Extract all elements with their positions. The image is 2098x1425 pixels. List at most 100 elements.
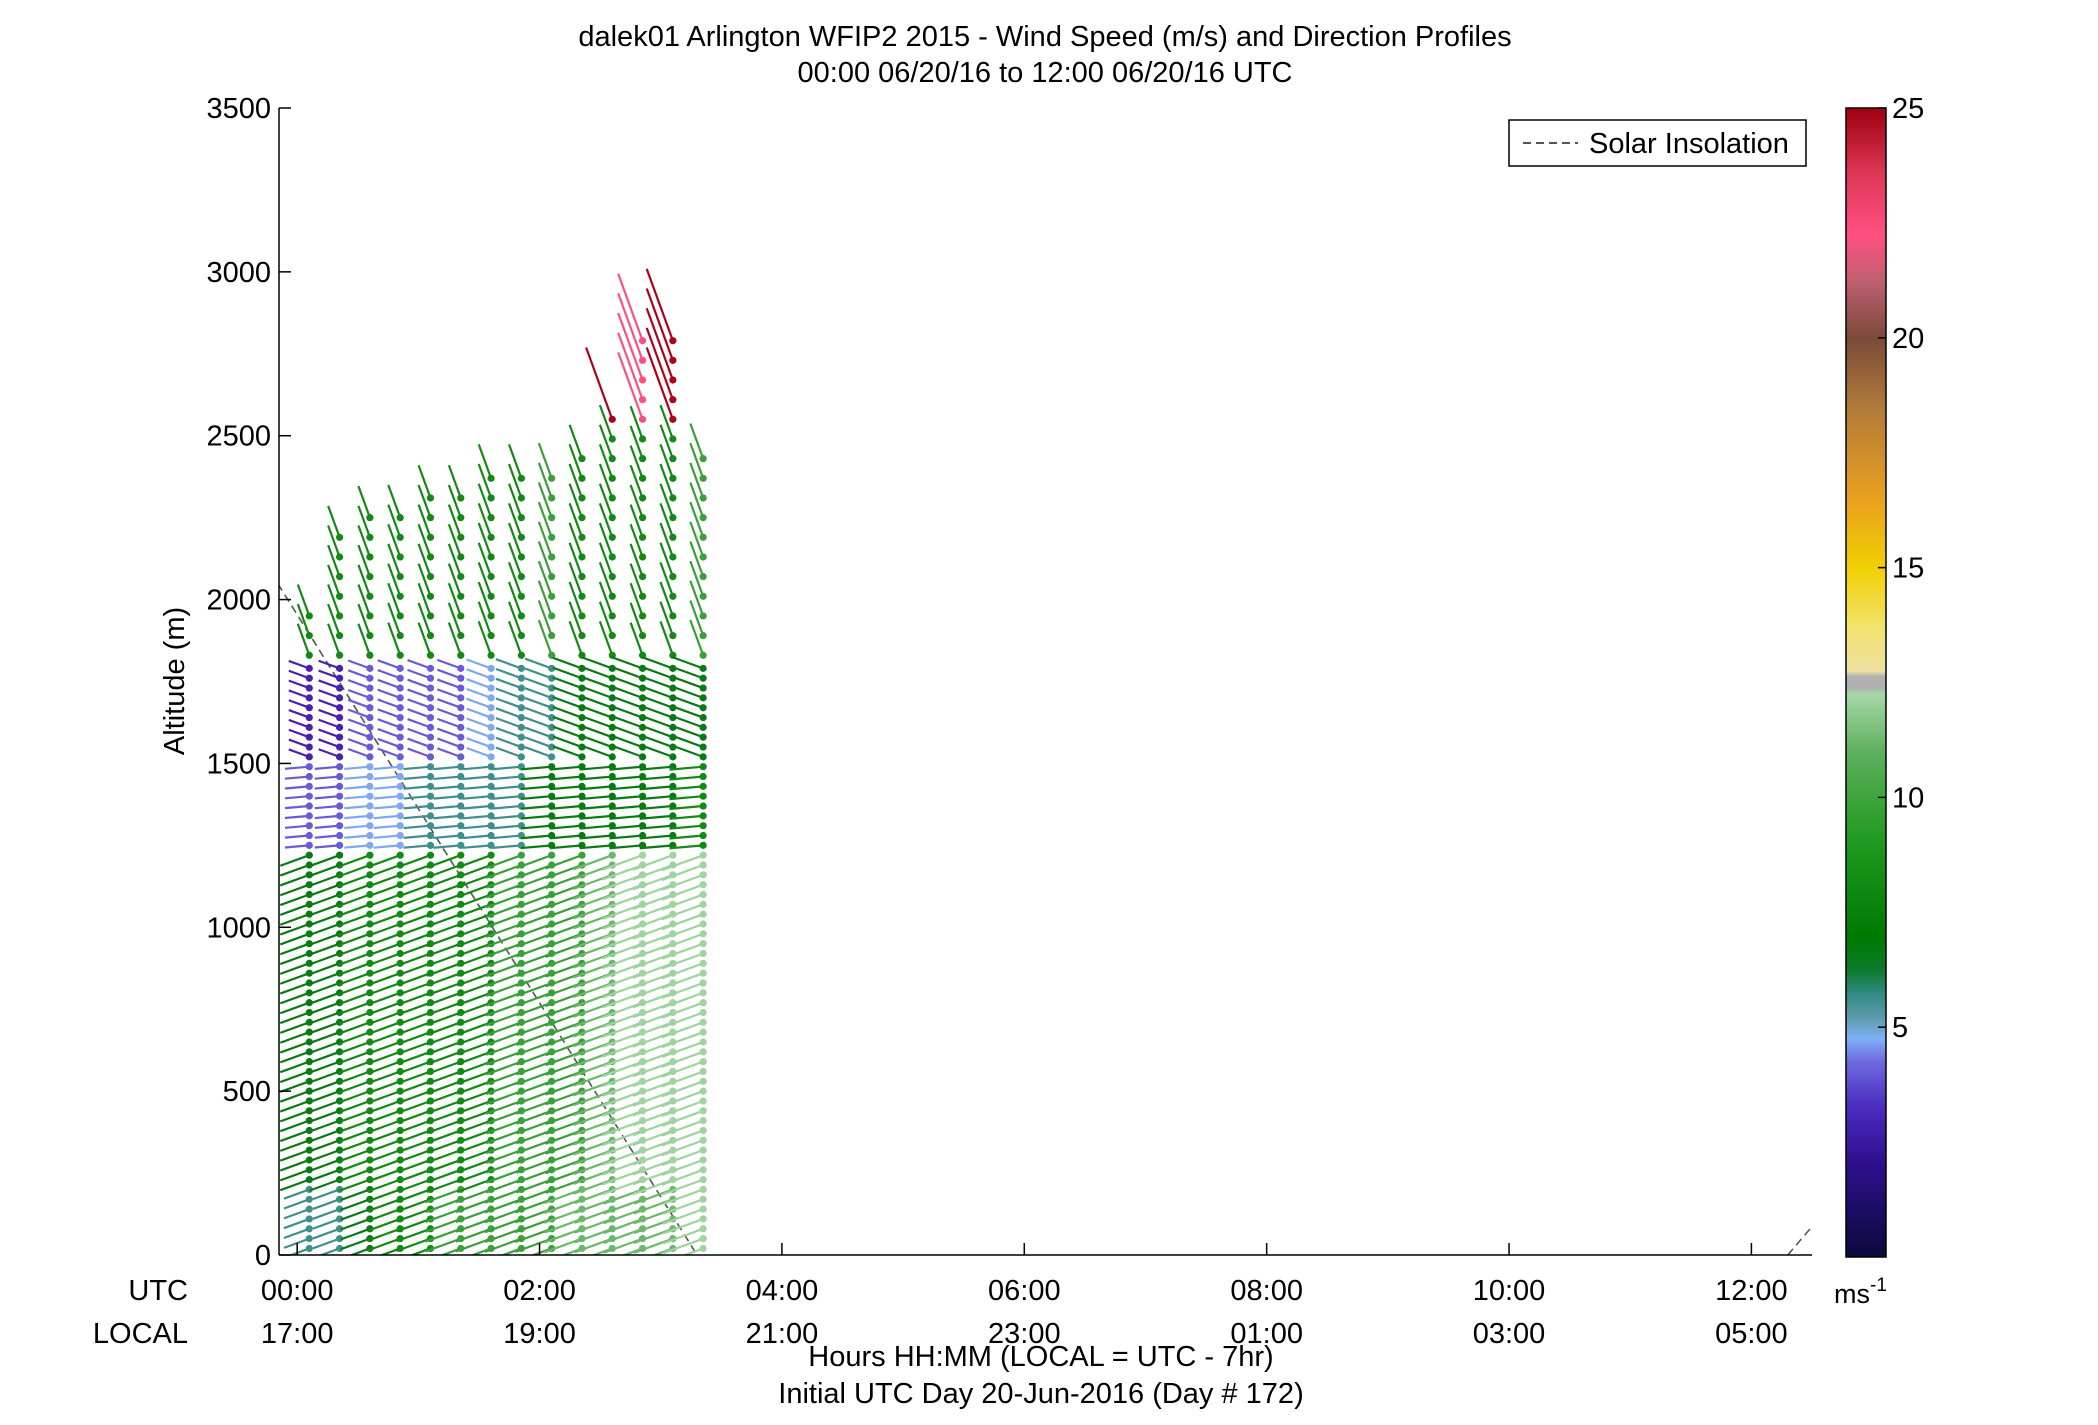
wind-barb-stick — [340, 1198, 371, 1211]
wind-barb-stick — [545, 903, 583, 919]
wind-barb-stick — [573, 1031, 613, 1048]
wind-barb-point — [699, 753, 707, 761]
wind-barb-stick — [661, 1178, 704, 1196]
wind-barb-stick — [602, 1149, 643, 1166]
wind-barb-stick — [397, 873, 431, 888]
wind-barb-stick — [611, 656, 643, 670]
wind-barb-stick — [573, 1001, 613, 1018]
wind-barb-point — [457, 792, 465, 800]
wind-barb-point — [517, 694, 525, 702]
wind-barb-point — [669, 592, 677, 600]
wind-barb-stick — [407, 688, 431, 699]
wind-barb-stick — [602, 1050, 643, 1068]
wind-barb-stick — [661, 1080, 704, 1098]
wind-barb-stick — [338, 981, 371, 996]
wind-barb-point — [335, 1235, 344, 1243]
wind-barb-point — [699, 664, 707, 672]
wind-barb-stick — [598, 424, 614, 460]
wind-barb-stick — [484, 1198, 522, 1214]
wind-barb-stick — [357, 603, 371, 636]
wind-barb-stick — [603, 1237, 643, 1254]
wind-barb-stick — [495, 697, 522, 709]
wind-barb-stick — [338, 1060, 371, 1075]
wind-barb-stick — [344, 844, 370, 849]
wind-barb-point — [699, 782, 707, 790]
wind-barb-point — [638, 674, 647, 682]
wind-barb-stick — [661, 1090, 704, 1108]
wind-barb-stick — [373, 814, 401, 820]
wind-barb-stick — [344, 824, 370, 830]
wind-barb-stick — [447, 622, 462, 656]
wind-barb-point — [699, 1225, 707, 1233]
x-tick-label-utc: 02:00 — [503, 1275, 576, 1307]
wind-barb-stick — [279, 1099, 310, 1113]
wind-barb-point — [335, 664, 344, 672]
wind-barb-stick — [288, 738, 310, 749]
wind-barb-stick — [661, 1109, 704, 1127]
wind-barb-point — [305, 733, 313, 741]
wind-barb-point — [305, 851, 313, 859]
wind-barb-point — [638, 474, 647, 482]
wind-barb-point — [305, 1087, 313, 1095]
wind-barb-stick — [462, 795, 492, 800]
wind-barb-stick — [426, 1050, 462, 1066]
wind-barb-stick — [661, 981, 704, 1000]
wind-barb-stick — [308, 1080, 340, 1094]
wind-barb-stick — [617, 312, 644, 381]
wind-barb-stick — [377, 708, 401, 719]
wind-barb-stick — [338, 1139, 371, 1153]
solar-insolation-line — [279, 584, 1812, 1255]
wind-barb-stick — [426, 991, 462, 1007]
wind-barb-stick — [545, 863, 583, 880]
wind-barb-stick — [659, 581, 674, 617]
wind-barb-point — [335, 753, 344, 761]
wind-barb-stick — [545, 893, 583, 909]
wind-barb-point — [335, 1215, 344, 1223]
wind-barb-stick — [669, 824, 704, 830]
x-axis-ticks: 00:0017:0002:0019:0004:0021:0006:0023:00… — [261, 1243, 1788, 1350]
wind-barb-point — [699, 871, 707, 879]
wind-barb-stick — [602, 1001, 643, 1019]
wind-barb-point — [426, 772, 435, 781]
wind-barb-point — [396, 704, 404, 712]
wind-barb-point — [669, 684, 677, 692]
wind-barb-stick — [598, 463, 614, 499]
wind-barb-point — [305, 940, 313, 948]
wind-barb-stick — [617, 293, 644, 361]
wind-barb-stick — [338, 893, 371, 908]
wind-barb-point — [699, 1008, 707, 1017]
solar-insolation-segment — [279, 584, 698, 1255]
wind-barb-stick — [609, 785, 643, 791]
wind-barb-stick — [338, 883, 371, 898]
wind-barb-point — [699, 989, 707, 997]
wind-barb-stick — [279, 962, 310, 975]
wind-barb-stick — [485, 863, 522, 879]
wind-barb-point — [305, 959, 313, 967]
wind-barb-stick — [632, 932, 674, 950]
wind-barb-point — [578, 612, 586, 620]
wind-barb-stick — [602, 1090, 643, 1107]
wind-barb-stick — [387, 543, 402, 578]
wind-barb-stick — [397, 854, 431, 869]
wind-barb-stick — [466, 697, 492, 709]
wind-barb-stick — [549, 804, 583, 810]
wind-barb-stick — [426, 972, 462, 987]
wind-barb-stick — [492, 844, 522, 849]
wind-barb-stick — [318, 679, 340, 690]
wind-barb-point — [335, 881, 344, 889]
local-row-label: LOCAL — [93, 1318, 188, 1350]
wind-barb-stick — [367, 962, 401, 977]
wind-barb-point — [457, 782, 465, 790]
wind-barb-stick — [492, 775, 522, 781]
wind-barb-stick — [689, 560, 705, 597]
wind-barb-stick — [549, 814, 583, 820]
wind-barb-stick — [629, 582, 644, 617]
wind-barb-point — [335, 822, 344, 830]
wind-barb-point — [548, 753, 556, 761]
wind-barb-point — [608, 435, 616, 443]
wind-barb-point — [608, 851, 616, 859]
wind-barb-point — [669, 435, 677, 443]
wind-barb-stick — [403, 834, 431, 839]
wind-barb-point — [305, 1067, 313, 1076]
wind-barb-point — [305, 979, 313, 987]
